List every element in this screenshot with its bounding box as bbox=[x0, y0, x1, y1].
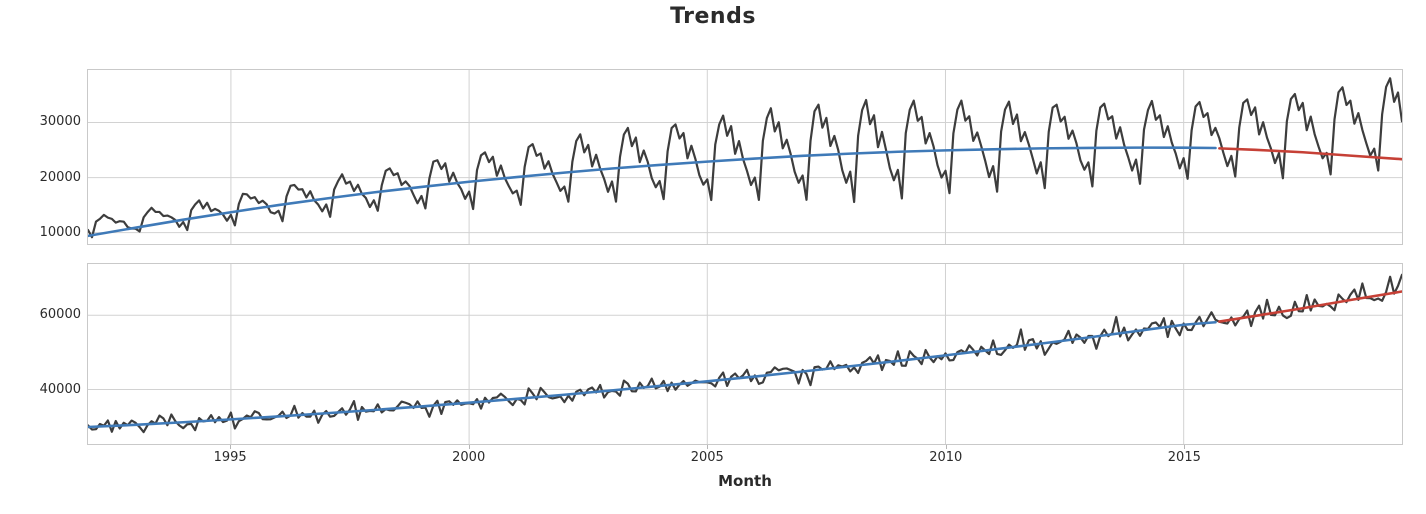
x-tick-mark bbox=[1184, 445, 1186, 449]
series-trend-forecast-line bbox=[1218, 290, 1402, 323]
x-tick-mark bbox=[468, 445, 470, 449]
chart-title: Trends bbox=[670, 4, 756, 29]
subplot-bottom-svg bbox=[88, 264, 1402, 444]
subplot-bottom bbox=[87, 263, 1403, 445]
x-tick-mark bbox=[230, 445, 232, 449]
y-tick-label: 60000 bbox=[39, 306, 81, 322]
x-tick-mark bbox=[945, 445, 947, 449]
y-tick-label: 20000 bbox=[39, 169, 81, 185]
x-tick-label: 2010 bbox=[929, 450, 963, 465]
series-trend-forecast-line bbox=[1218, 147, 1402, 161]
x-tick-mark bbox=[707, 445, 709, 449]
series-trend-fit-line bbox=[88, 146, 1217, 238]
x-tick-label: 2015 bbox=[1167, 450, 1201, 465]
series-observed-line bbox=[88, 77, 1402, 239]
x-axis-label: Month bbox=[718, 472, 772, 490]
y-tick-label: 10000 bbox=[39, 225, 81, 241]
x-tick-label: 2000 bbox=[452, 450, 486, 465]
x-tick-label: 1995 bbox=[213, 450, 247, 465]
y-tick-label: 30000 bbox=[39, 114, 81, 130]
y-tick-label: 40000 bbox=[39, 381, 81, 397]
series-trend-fit-line bbox=[88, 320, 1217, 429]
subplot-top bbox=[87, 69, 1403, 245]
x-tick-label: 2005 bbox=[690, 450, 724, 465]
series-observed-line bbox=[88, 273, 1402, 434]
subplot-top-svg bbox=[88, 70, 1402, 244]
